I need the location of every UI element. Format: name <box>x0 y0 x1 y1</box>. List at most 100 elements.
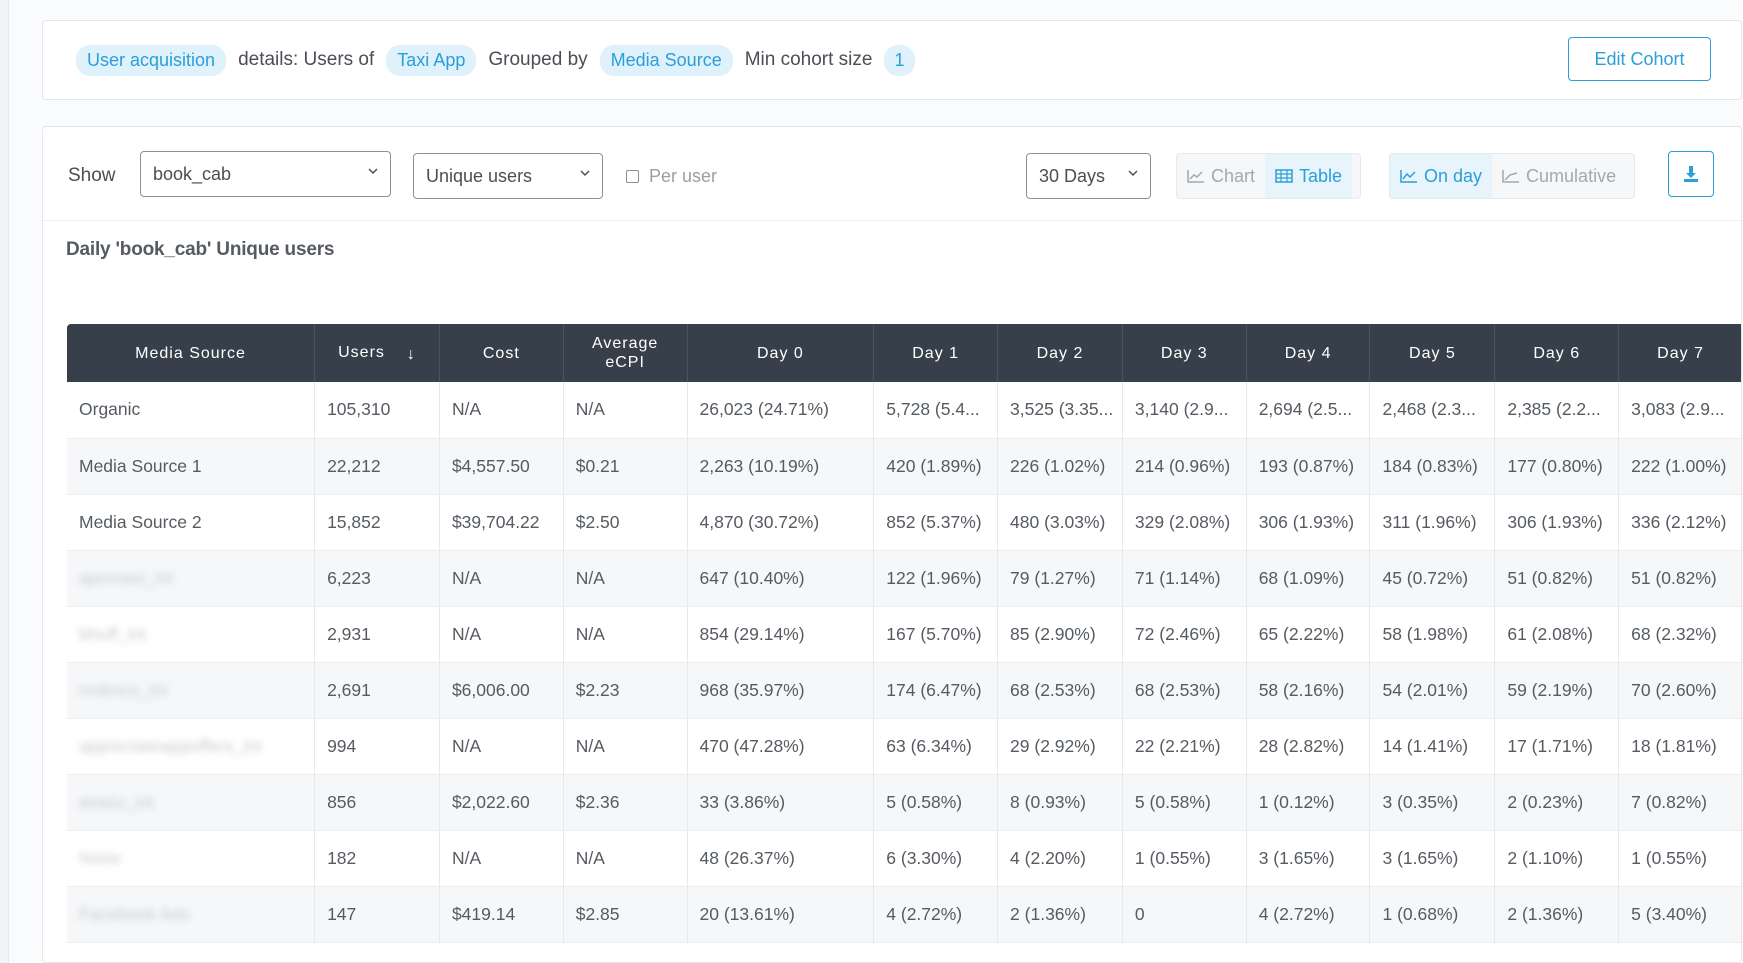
cost-cell: N/A <box>439 830 564 886</box>
cell-value: 54 (2.01%) <box>1382 679 1469 700</box>
cell-value: $39,704.22 <box>451 511 540 532</box>
ecpi-cell: $2.85 <box>563 886 688 942</box>
cell-value: 5,728 (5.4... <box>886 399 980 420</box>
line-chart-icon <box>1187 170 1204 183</box>
column-header[interactable]: Day 6 <box>1494 324 1620 382</box>
day-4-cell: 58 (2.16%) <box>1246 662 1371 718</box>
cell-value: 2,931 <box>327 623 371 644</box>
day-1-cell: 4 (2.72%) <box>873 886 999 942</box>
day-3-cell: 3,140 (2.9... <box>1122 382 1247 438</box>
day-6-cell: 2 (1.10%) <box>1494 830 1620 886</box>
ecpi-cell: N/A <box>563 718 688 774</box>
cell-value: 306 (1.93%) <box>1258 511 1355 532</box>
day-0-cell: 2,263 (10.19%) <box>687 438 875 494</box>
cell-value: 51 (0.82%) <box>1631 567 1717 588</box>
cell-value: 177 (0.80%) <box>1507 455 1603 476</box>
day-5-cell: 3 (0.35%) <box>1369 774 1496 830</box>
day-4-cell: 1 (0.12%) <box>1246 774 1371 830</box>
cell-value: 311 (1.96%) <box>1382 511 1477 532</box>
cell-value: 1 (0.12%) <box>1258 791 1335 812</box>
ecpi-cell: N/A <box>563 550 688 606</box>
column-header-label: Day 3 <box>1160 344 1208 362</box>
edit-cohort-button[interactable]: Edit Cohort <box>1568 37 1711 81</box>
cell-value: 4 (2.72%) <box>886 903 963 924</box>
cell-value: 3,140 (2.9... <box>1134 399 1229 420</box>
media-source-cell: bhuff_int <box>67 606 316 662</box>
cell-value: 7 (0.82%) <box>1631 791 1708 812</box>
cohort-table-wrapper: Media Source Users ↓ Cost Average eCPI Day 0 D… <box>67 324 1741 943</box>
sort-descending-icon[interactable]: ↓ <box>406 345 416 363</box>
column-header[interactable]: Cost <box>439 324 564 382</box>
cell-value: 193 (0.87%) <box>1258 455 1355 476</box>
day-6-cell: 2 (1.36%) <box>1494 886 1620 942</box>
column-header[interactable]: Day 4 <box>1246 324 1371 382</box>
column-header[interactable]: Day 1 <box>873 324 999 382</box>
column-header[interactable]: Day 0 <box>687 324 875 382</box>
column-header[interactable]: Day 7 <box>1618 324 1741 382</box>
download-button[interactable] <box>1668 151 1714 197</box>
day-6-cell: 17 (1.71%) <box>1494 718 1620 774</box>
cell-value: 336 (2.12%) <box>1631 511 1727 532</box>
per-user-toggle[interactable]: Per user <box>626 166 717 187</box>
cell-value: 3,083 (2.9... <box>1631 399 1725 420</box>
cell-value: Organic <box>79 399 141 420</box>
cohort-min-pill[interactable]: 1 <box>884 44 915 76</box>
metric-select[interactable]: Unique users <box>413 153 603 199</box>
cell-value: 28 (2.82%) <box>1258 735 1345 756</box>
cell-value: 182 <box>327 847 357 868</box>
day-0-cell: 26,023 (24.71%) <box>687 382 875 438</box>
users-cell: 105,310 <box>314 382 440 438</box>
media-source-cell: None <box>67 830 316 886</box>
cell-value: 68 (1.09%) <box>1258 567 1345 588</box>
column-header-label: Day 7 <box>1657 344 1704 362</box>
cell-value: 63 (6.34%) <box>886 735 972 756</box>
per-user-checkbox[interactable] <box>626 170 639 183</box>
cell-value: 20 (13.61%) <box>699 903 795 924</box>
day-1-cell: 167 (5.70%) <box>873 606 999 662</box>
cell-value: 122 (1.96%) <box>886 567 982 588</box>
ecpi-cell: $2.36 <box>563 774 688 830</box>
cell-value: N/A <box>575 735 605 756</box>
day-1-cell: 420 (1.89%) <box>873 438 999 494</box>
users-cell: 15,852 <box>314 494 440 550</box>
column-header[interactable]: Average eCPI <box>563 324 688 382</box>
ecpi-cell: N/A <box>563 606 688 662</box>
cell-value: 329 (2.08%) <box>1134 511 1231 532</box>
cell-value: 33 (3.86%) <box>699 791 786 812</box>
table-row: Media Source 2 15,852 $39,704.22 $2.50 4,870… <box>67 494 1741 550</box>
date-range-select[interactable]: 30 Days <box>1026 153 1151 199</box>
column-header[interactable]: Day 2 <box>997 324 1123 382</box>
column-header[interactable]: Day 3 <box>1122 324 1247 382</box>
cell-value: $2,022.60 <box>451 791 530 812</box>
cohort-group-pill[interactable]: Media Source <box>599 44 733 76</box>
day-4-cell: 68 (1.09%) <box>1246 550 1371 606</box>
event-select[interactable]: book_cab <box>140 151 391 197</box>
cost-cell: $2,022.60 <box>439 774 564 830</box>
cell-value: 420 (1.89%) <box>886 455 982 476</box>
mode-onday-button[interactable]: On day <box>1390 154 1493 198</box>
cell-value: 45 (0.72%) <box>1382 567 1469 588</box>
cohort-type-pill[interactable]: User acquisition <box>76 44 227 76</box>
column-header[interactable]: Day 5 <box>1369 324 1496 382</box>
day-4-cell: 3 (1.65%) <box>1246 830 1371 886</box>
cell-value: N/A <box>451 735 482 756</box>
cohort-app-pill[interactable]: Taxi App <box>386 44 477 76</box>
column-header-label: Cost <box>482 344 520 362</box>
media-source-cell: Media Source 1 <box>67 438 316 494</box>
cell-value: 70 (2.60%) <box>1631 679 1717 700</box>
view-table-button[interactable]: Table <box>1265 154 1353 198</box>
cell-value: 2 (1.36%) <box>1507 903 1584 924</box>
day-5-cell: 2,468 (2.3... <box>1369 382 1496 438</box>
day-2-cell: 3,525 (3.35... <box>997 382 1123 438</box>
mode-cumulative-button[interactable]: Cumulative <box>1492 154 1626 198</box>
day-0-cell: 854 (29.14%) <box>687 606 875 662</box>
users-cell: 2,691 <box>314 662 440 718</box>
day-5-cell: 184 (0.83%) <box>1369 438 1496 494</box>
media-source-cell: avazu_int <box>67 774 316 830</box>
view-chart-button[interactable]: Chart <box>1177 154 1265 198</box>
cell-value: 58 (1.98%) <box>1382 623 1469 644</box>
column-header[interactable]: Users ↓ <box>314 324 440 382</box>
column-header[interactable]: Media Source <box>67 324 316 382</box>
day-6-cell: 61 (2.08%) <box>1494 606 1620 662</box>
cell-value: 3,525 (3.35... <box>1010 399 1114 420</box>
